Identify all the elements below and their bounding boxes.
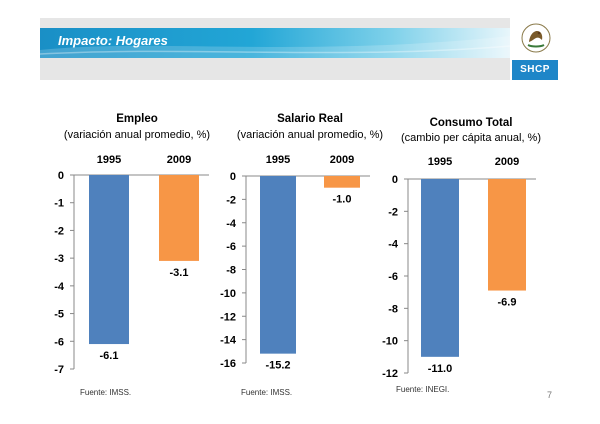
bar-1995 <box>421 179 459 357</box>
y-tick-label: -2 <box>54 225 64 237</box>
y-tick-label: -6 <box>388 271 398 283</box>
chart-title: Salario Real <box>277 113 343 125</box>
bar-2009 <box>324 176 360 188</box>
data-label: -6.9 <box>498 297 517 309</box>
y-tick-label: -2 <box>388 206 398 218</box>
y-tick-label: -1 <box>54 198 64 210</box>
mexico-emblem-icon <box>521 23 551 53</box>
y-tick-label: -8 <box>226 265 236 277</box>
y-tick-label: -16 <box>220 358 236 370</box>
title-band-swoosh <box>40 36 510 58</box>
chart-title: Empleo <box>116 113 158 125</box>
chart-subtitle: (cambio per cápita anual, %) <box>401 132 541 144</box>
data-label: -1.0 <box>333 194 352 206</box>
chart-title: Consumo Total <box>430 117 513 129</box>
y-tick-label: -10 <box>220 288 236 300</box>
data-label: -11.0 <box>428 363 452 375</box>
chart-subtitle: (variación anual promedio, %) <box>237 129 383 141</box>
y-tick-label: -2 <box>226 194 236 206</box>
page-number: 7 <box>547 390 553 400</box>
category-label: 1995 <box>266 154 290 166</box>
chart-subtitle: (variación anual promedio, %) <box>64 129 210 141</box>
y-tick-label: -12 <box>382 368 398 380</box>
y-tick-label: -4 <box>226 218 237 230</box>
y-tick-label: 0 <box>392 174 398 186</box>
agency-logo: SHCP <box>512 60 558 80</box>
category-label: 1995 <box>428 156 452 168</box>
y-tick-label: -6 <box>54 336 64 348</box>
category-label: 2009 <box>330 154 354 166</box>
y-tick-label: -7 <box>54 364 64 376</box>
data-label: -3.1 <box>170 267 189 279</box>
y-tick-label: -10 <box>382 336 398 348</box>
bar-1995 <box>260 176 296 354</box>
category-label: 2009 <box>167 154 191 166</box>
data-label: -15.2 <box>265 360 290 372</box>
y-tick-label: -4 <box>388 239 399 251</box>
y-tick-label: -14 <box>220 335 237 347</box>
data-label: -6.1 <box>100 350 119 362</box>
y-tick-label: -5 <box>54 309 64 321</box>
bar-2009 <box>159 175 199 261</box>
category-label: 1995 <box>97 154 121 166</box>
y-tick-label: -12 <box>220 311 236 323</box>
y-tick-label: -3 <box>54 253 64 265</box>
source-note: Fuente: IMSS. <box>241 388 292 397</box>
source-note: Fuente: INEGI. <box>396 385 449 394</box>
y-tick-label: -4 <box>54 281 65 293</box>
bar-1995 <box>89 175 129 345</box>
slide-title: Impacto: Hogares <box>58 33 168 48</box>
source-note: Fuente: IMSS. <box>80 388 131 397</box>
y-tick-label: 0 <box>58 170 64 182</box>
y-tick-label: -8 <box>388 303 398 315</box>
title-band <box>40 28 510 58</box>
y-tick-label: 0 <box>230 171 236 183</box>
category-label: 2009 <box>495 156 519 168</box>
y-tick-label: -6 <box>226 241 236 253</box>
bar-2009 <box>488 179 526 291</box>
